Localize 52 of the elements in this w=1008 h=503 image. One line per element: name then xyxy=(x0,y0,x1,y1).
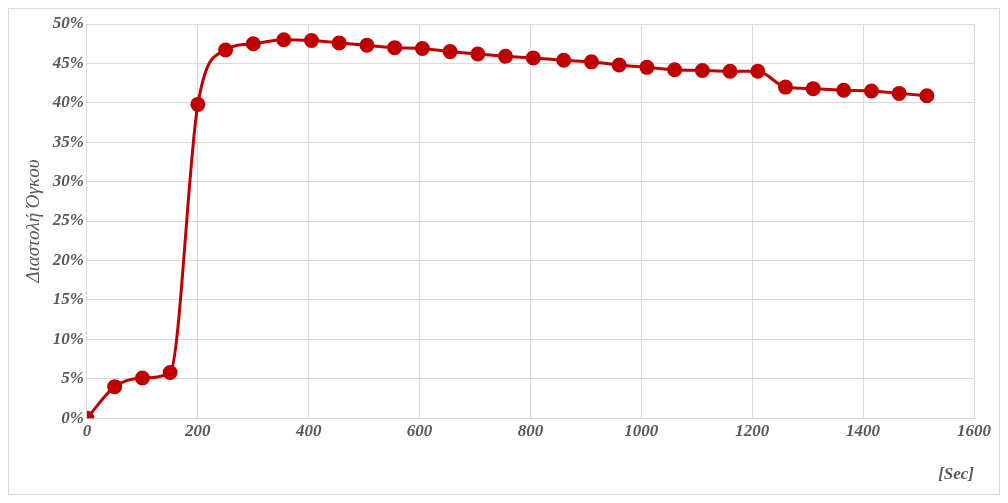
point xyxy=(442,44,458,60)
y-tick-label: 30% xyxy=(51,171,84,191)
x-tick-label: 200 xyxy=(184,420,212,440)
point xyxy=(919,88,935,104)
point xyxy=(107,379,123,395)
point xyxy=(805,81,821,97)
point xyxy=(525,50,541,66)
point xyxy=(276,32,292,48)
y-tick-label: 15% xyxy=(52,289,84,309)
point xyxy=(836,82,852,98)
y-tick-label: 35% xyxy=(51,131,84,151)
point xyxy=(387,40,403,56)
x-tick-label: 1600 xyxy=(957,420,992,440)
y-tick-label: 20% xyxy=(51,249,84,269)
point xyxy=(778,79,793,95)
y-tick-label: 40% xyxy=(51,92,84,112)
point xyxy=(611,57,627,73)
y-tick-label: 5% xyxy=(61,368,84,388)
point xyxy=(667,62,683,78)
x-tick-label: 400 xyxy=(294,420,322,440)
y-tick-label: 50% xyxy=(52,13,84,33)
point xyxy=(863,83,879,99)
point xyxy=(414,40,430,56)
y-axis-title: Διαστολή Όγκου xyxy=(22,159,44,284)
point xyxy=(750,63,766,79)
x-tick-label: 800 xyxy=(517,420,544,440)
y-tick-label: 0% xyxy=(61,407,84,427)
x-tick-label: 1400 xyxy=(846,420,881,440)
point xyxy=(134,370,150,386)
point xyxy=(891,85,907,101)
point xyxy=(556,52,572,68)
point xyxy=(639,59,655,75)
y-tick-label: 45% xyxy=(51,52,84,72)
point xyxy=(470,46,486,62)
point xyxy=(331,35,347,51)
y-tick-label: 10% xyxy=(52,328,84,348)
point xyxy=(694,63,710,79)
point xyxy=(722,63,738,79)
point xyxy=(303,33,319,49)
point xyxy=(162,364,178,380)
point xyxy=(190,96,206,112)
y-tick-label: 25% xyxy=(51,210,84,230)
point xyxy=(498,48,514,64)
x-tick-label: 1200 xyxy=(735,420,770,440)
point xyxy=(245,36,261,52)
x-tick-label: 600 xyxy=(406,420,433,440)
point xyxy=(218,42,234,58)
x-tick-label: 1000 xyxy=(624,420,659,440)
point xyxy=(583,54,599,70)
x-axis-title: [Sec] xyxy=(938,464,975,484)
point xyxy=(359,37,375,53)
x-tick-label: 0 xyxy=(82,420,92,440)
